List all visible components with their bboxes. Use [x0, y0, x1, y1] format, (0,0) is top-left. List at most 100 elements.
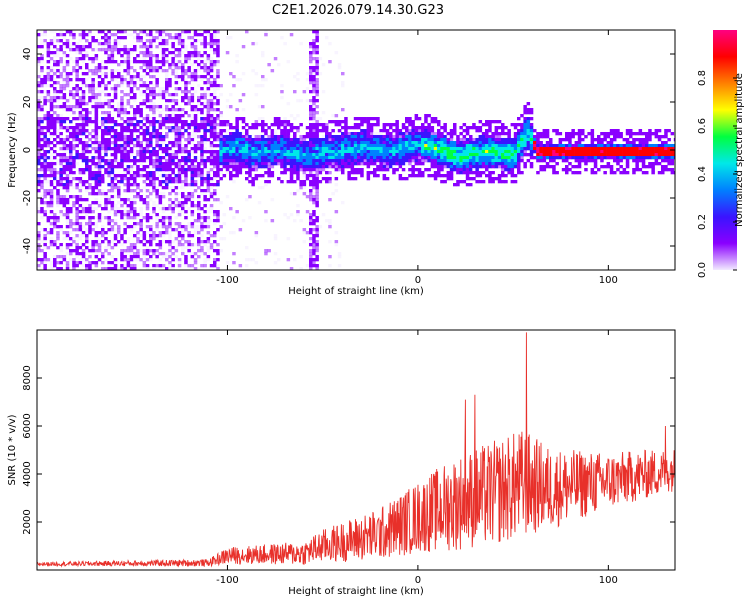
heatmap-cell — [43, 213, 47, 217]
heatmap-cell — [117, 81, 121, 85]
heatmap-cell — [305, 126, 310, 130]
heatmap-cell — [40, 162, 44, 166]
heatmap-cell — [123, 30, 127, 34]
heatmap-cell — [187, 135, 191, 139]
heatmap-cell — [261, 129, 265, 133]
heatmap-cell — [94, 207, 99, 211]
heatmap-cell — [78, 45, 83, 49]
heatmap-cell — [75, 60, 79, 64]
heatmap-cell — [126, 144, 131, 148]
heatmap-cell — [555, 156, 559, 160]
heatmap-cell — [104, 195, 108, 199]
heatmap-cell — [529, 117, 534, 121]
heatmap-cell — [158, 135, 163, 139]
heatmap-cell — [235, 144, 239, 148]
heatmap-cell — [197, 99, 201, 103]
heatmap-cell — [213, 48, 217, 52]
heatmap-cell — [222, 138, 227, 142]
heatmap-cell — [405, 129, 409, 133]
heatmap-cell — [88, 204, 92, 208]
heatmap-cell — [430, 174, 435, 178]
heatmap-cell — [158, 252, 163, 256]
heatmap-cell — [190, 192, 195, 196]
heatmap-cell — [408, 141, 412, 145]
heatmap-cell — [123, 171, 127, 175]
heatmap-cell — [43, 78, 47, 82]
heatmap-cell — [619, 144, 623, 148]
heatmap-cell — [113, 150, 118, 154]
heatmap-cell — [193, 180, 198, 184]
heatmap-cell — [197, 39, 201, 43]
heatmap-cell — [504, 165, 508, 169]
heatmap-cell — [206, 180, 211, 184]
heatmap-cell — [145, 81, 150, 85]
heatmap-cell — [49, 66, 54, 70]
heatmap-cell — [478, 162, 483, 166]
heatmap-cell — [193, 258, 198, 262]
heatmap-cell — [206, 189, 211, 193]
heatmap-cell — [139, 93, 143, 97]
heatmap-cell — [501, 156, 505, 160]
heatmap-cell — [145, 264, 150, 268]
heatmap-cell — [107, 39, 111, 43]
heatmap-cell — [75, 132, 79, 136]
heatmap-cell — [229, 171, 233, 175]
heatmap-cell — [629, 132, 633, 136]
heatmap-cell — [232, 162, 236, 166]
heatmap-cell — [177, 186, 182, 190]
heatmap-cell — [283, 165, 287, 169]
heatmap-cell — [366, 123, 371, 127]
heatmap-cell — [59, 171, 63, 175]
heatmap-cell — [398, 159, 403, 163]
heatmap-cell — [408, 153, 412, 157]
heatmap-cell — [117, 147, 121, 151]
heatmap-cell — [488, 141, 492, 145]
heatmap-cell — [145, 171, 150, 175]
heatmap-cell — [177, 36, 182, 40]
heatmap-cell — [184, 138, 188, 142]
heatmap-cell — [174, 93, 179, 97]
heatmap-cell — [238, 153, 243, 157]
heatmap-cell — [126, 126, 131, 130]
heatmap-cell — [437, 120, 441, 124]
heatmap-cell — [206, 81, 211, 85]
heatmap-cell — [222, 159, 227, 163]
heatmap-cell — [222, 123, 227, 127]
heatmap-cell — [91, 207, 95, 211]
heatmap-cell — [542, 147, 547, 151]
heatmap-cell — [318, 147, 323, 151]
heatmap-cell — [609, 165, 614, 169]
heatmap-cell — [184, 177, 188, 181]
heatmap-cell — [341, 84, 345, 88]
heatmap-cell — [142, 90, 147, 94]
heatmap-cell — [91, 72, 95, 76]
heatmap-cell — [165, 87, 169, 91]
heatmap-cell — [309, 195, 313, 199]
heatmap-cell — [529, 138, 534, 142]
heatmap-cell — [81, 96, 86, 100]
heatmap-cell — [120, 30, 124, 34]
heatmap-cell — [139, 114, 143, 118]
heatmap-cell — [232, 150, 236, 154]
heatmap-cell — [280, 147, 284, 151]
heatmap-cell — [161, 231, 166, 235]
heatmap-cell — [190, 36, 195, 40]
heatmap-cell — [216, 117, 220, 121]
heatmap-cell — [49, 123, 54, 127]
heatmap-cell — [139, 225, 143, 229]
heatmap-cell — [616, 159, 620, 163]
heatmap-cell — [126, 111, 131, 115]
heatmap-cell — [347, 150, 351, 154]
heatmap-cell — [213, 51, 217, 55]
heatmap-cell — [113, 129, 118, 133]
heatmap-cell — [107, 120, 111, 124]
heatmap-cell — [305, 132, 310, 136]
heatmap-cell — [593, 147, 598, 151]
heatmap-cell — [203, 66, 207, 70]
heatmap-cell — [113, 141, 118, 145]
heatmap-cell — [481, 171, 486, 175]
heatmap-cell — [203, 147, 207, 151]
heatmap-cell — [517, 132, 521, 136]
heatmap-cell — [398, 135, 403, 139]
heatmap-cell — [190, 75, 195, 79]
